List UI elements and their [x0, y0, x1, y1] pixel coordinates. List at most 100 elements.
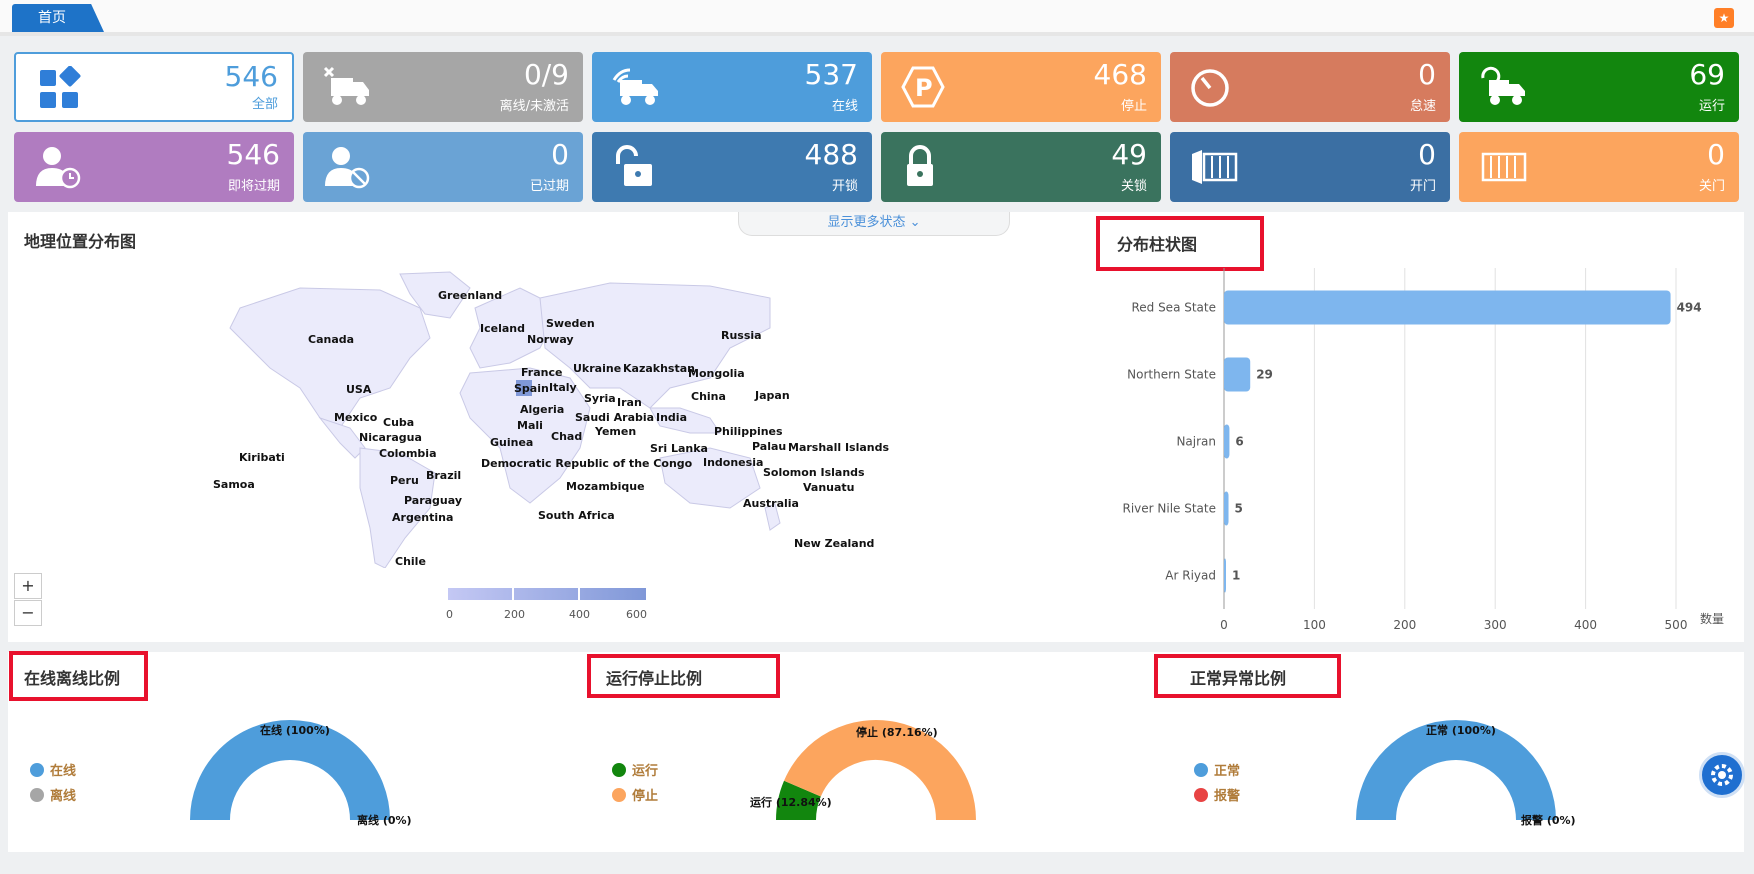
map-scale-bar: [448, 588, 646, 600]
card-unlocked[interactable]: 488 开锁: [592, 132, 872, 202]
legend-stopped[interactable]: 停止: [612, 785, 658, 804]
card-expired[interactable]: 0 已过期: [303, 132, 583, 202]
card-value: 546: [224, 60, 278, 93]
map-label-mali: Mali: [517, 419, 543, 432]
bar-chart-title: 分布柱状图: [1117, 235, 1198, 254]
legend-normal[interactable]: 正常: [1194, 760, 1240, 779]
map-scale-divider: [512, 588, 514, 600]
card-label: 运行: [1698, 99, 1725, 114]
tab-home[interactable]: 首页: [12, 4, 104, 32]
legend-offline[interactable]: 离线: [30, 785, 76, 804]
y-category-label: Northern State: [1127, 368, 1216, 382]
map-label-paraguay: Paraguay: [404, 494, 462, 507]
truck-refresh-icon: [1481, 66, 1525, 105]
map-title: 地理位置分布图: [24, 232, 137, 251]
map-label-italy: Italy: [549, 381, 577, 394]
highlight-box: [1096, 216, 1264, 271]
gauge-label: 离线 (0%): [357, 814, 412, 827]
card-offline[interactable]: 0/9 离线/未激活: [303, 52, 583, 122]
world-map[interactable]: [190, 268, 890, 568]
card-label: 怠速: [1409, 99, 1436, 114]
card-value: 0: [1418, 138, 1436, 171]
map-label-brazil: Brazil: [426, 469, 462, 482]
card-door-closed[interactable]: 0 关门: [1459, 132, 1739, 202]
card-label: 开门: [1409, 179, 1436, 194]
gauge-segment: [784, 720, 976, 820]
gauge-online-offline[interactable]: [190, 716, 390, 820]
user-clock-icon: [36, 147, 81, 189]
card-label: 关锁: [1120, 179, 1147, 194]
legend-dot: [30, 788, 44, 802]
lock-icon: [907, 145, 933, 186]
card-value: 0: [551, 138, 569, 171]
bookmark-icon[interactable]: ★: [1714, 8, 1734, 28]
x-tick-label: 300: [1484, 618, 1507, 632]
map-zoom-out-button[interactable]: −: [14, 600, 42, 626]
legend-dot: [1194, 763, 1208, 777]
container-closed-icon: [1481, 152, 1527, 182]
settings-gear-icon[interactable]: [1699, 752, 1745, 798]
gauge-run-title: 运行停止比例: [606, 669, 703, 688]
card-all[interactable]: 546 全部: [14, 52, 294, 122]
card-label: 离线/未激活: [499, 99, 569, 114]
bar: [1224, 357, 1251, 392]
legend-online[interactable]: 在线: [30, 760, 76, 779]
gauge-run-stop[interactable]: [776, 716, 976, 820]
show-more-label: 显示更多状态: [827, 215, 906, 230]
svg-text:P: P: [915, 74, 933, 102]
map-label-greenland: Greenland: [438, 289, 503, 302]
gauge-label: 报警 (0%): [1521, 814, 1576, 827]
map-label-nicaragua: Nicaragua: [359, 431, 422, 444]
card-online[interactable]: 537 在线: [592, 52, 872, 122]
map-label-marshall-islands: Marshall Islands: [788, 441, 890, 454]
map-label-new-zealand: New Zealand: [794, 537, 875, 550]
map-label-colombia: Colombia: [379, 447, 437, 460]
x-axis-label: 数量: [1700, 611, 1724, 626]
card-door-open[interactable]: 0 开门: [1170, 132, 1450, 202]
card-running[interactable]: 69 运行: [1459, 52, 1739, 122]
x-tick-label: 0: [1220, 618, 1228, 632]
map-scale-tick: 200: [504, 608, 525, 621]
map-scale-tick: 0: [446, 608, 453, 621]
card-expiring[interactable]: 546 即将过期: [14, 132, 294, 202]
show-more-toggle[interactable]: 显示更多状态 ⌄: [738, 212, 1010, 236]
y-category-label: Red Sea State: [1131, 301, 1216, 315]
map-label-mozambique: Mozambique: [566, 480, 645, 493]
gauge-label: 在线 (100%): [260, 724, 330, 737]
map-label-japan: Japan: [755, 389, 790, 402]
gauge-segment: [190, 720, 390, 820]
legend-alarm[interactable]: 报警: [1194, 785, 1240, 804]
region-asia: [539, 282, 771, 409]
card-stopped[interactable]: P 468 停止: [881, 52, 1161, 122]
gauge-online-title: 在线离线比例: [24, 669, 121, 688]
map-label-syria: Syria: [584, 392, 616, 405]
card-label: 在线: [831, 99, 858, 114]
card-label: 开锁: [831, 179, 858, 194]
gauge-label: 运行 (12.84%): [750, 796, 832, 809]
card-value: 0: [1418, 58, 1436, 91]
card-value: 488: [804, 138, 858, 171]
map-label-saudi-arabia: Saudi Arabia: [575, 411, 655, 424]
card-idle[interactable]: 0 怠速: [1170, 52, 1450, 122]
bar-value-label: 6: [1235, 435, 1243, 449]
map-label-solomon-islands: Solomon Islands: [763, 466, 865, 479]
region-australia: [659, 447, 761, 509]
card-locked[interactable]: 49 关锁: [881, 132, 1161, 202]
legend-label: 运行: [632, 764, 659, 779]
x-tick-label: 400: [1574, 618, 1597, 632]
region-africa: [459, 367, 591, 504]
gauge-normal-alarm[interactable]: [1356, 716, 1556, 820]
bar-chart[interactable]: 0 100 200 300 400 500 数量 Red Sea State 494 Northe…: [1100, 268, 1740, 638]
map-label-cuba: Cuba: [383, 416, 415, 429]
legend-running[interactable]: 运行: [612, 760, 658, 779]
gauge-label: 正常 (100%): [1426, 724, 1496, 737]
map-label-spain: Spain: [514, 382, 549, 395]
container-open-icon: [1192, 150, 1238, 184]
card-value: 537: [804, 58, 858, 91]
map-label-guinea: Guinea: [490, 436, 534, 449]
region-europe: [469, 287, 551, 369]
y-category-label: Ar Riyad: [1165, 569, 1216, 583]
map-label-samoa: Samoa: [213, 478, 255, 491]
grid-icon: [40, 66, 81, 108]
map-zoom-in-button[interactable]: +: [14, 573, 42, 599]
